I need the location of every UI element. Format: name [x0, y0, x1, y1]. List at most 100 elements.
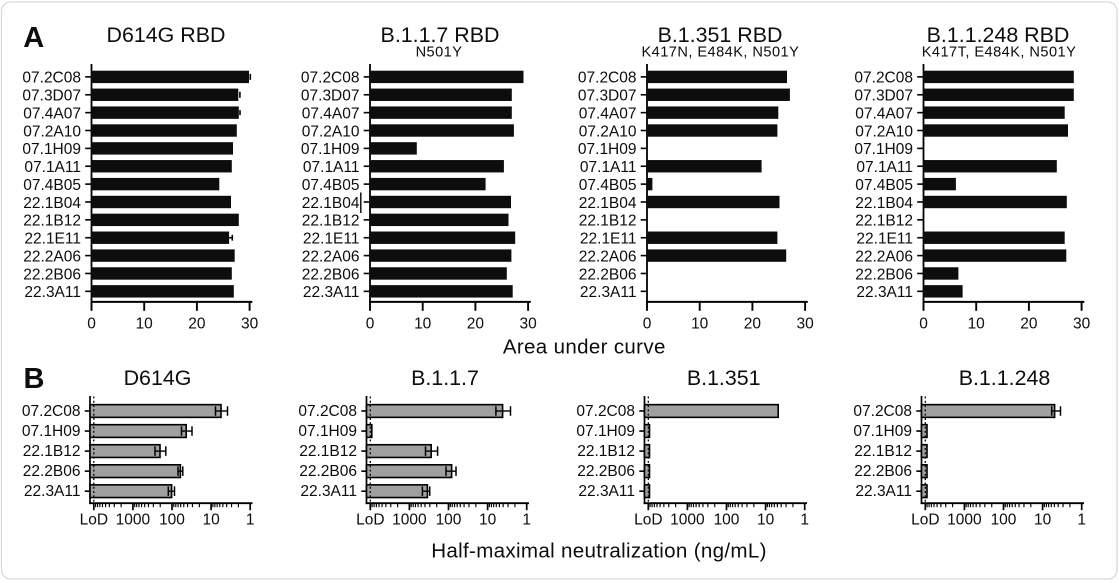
svg-text:30: 30	[519, 316, 537, 333]
svg-text:07.4A07: 07.4A07	[579, 105, 637, 122]
svg-text:LoD: LoD	[634, 511, 662, 528]
svg-text:07.1H09: 07.1H09	[22, 141, 81, 158]
svg-text:10: 10	[202, 511, 220, 528]
svg-text:22.3A11: 22.3A11	[855, 483, 912, 500]
svg-text:07.1H09: 07.1H09	[578, 141, 637, 158]
svg-text:A: A	[23, 22, 44, 54]
svg-text:K417T, E484K, N501Y: K417T, E484K, N501Y	[922, 45, 1077, 61]
svg-text:D614G RBD: D614G RBD	[107, 23, 226, 47]
svg-text:22.1B04: 22.1B04	[23, 195, 81, 212]
svg-text:07.1H09: 07.1H09	[853, 423, 912, 440]
svg-text:1: 1	[800, 511, 809, 528]
svg-text:0: 0	[919, 316, 928, 333]
svg-text:0: 0	[366, 316, 375, 333]
svg-text:07.1H09: 07.1H09	[854, 141, 913, 158]
svg-text:Area under curve: Area under curve	[503, 335, 666, 358]
svg-text:07.2A10: 07.2A10	[302, 123, 360, 140]
svg-text:07.1A11: 07.1A11	[856, 159, 913, 176]
svg-text:1000: 1000	[947, 511, 982, 528]
svg-text:07.1H09: 07.1H09	[298, 423, 357, 440]
svg-text:22.1B12: 22.1B12	[299, 443, 357, 460]
svg-text:07.1H09: 07.1H09	[576, 423, 635, 440]
svg-text:100: 100	[991, 511, 1017, 528]
svg-text:B.1.1.7 RBD: B.1.1.7 RBD	[381, 23, 500, 47]
svg-text:22.1B04: 22.1B04	[302, 195, 360, 212]
svg-text:22.2B06: 22.2B06	[299, 463, 357, 480]
svg-text:22.1E11: 22.1E11	[303, 231, 360, 248]
svg-text:22.3A11: 22.3A11	[24, 483, 81, 500]
svg-text:D614G: D614G	[124, 366, 192, 390]
svg-text:30: 30	[796, 316, 814, 333]
svg-text:10: 10	[968, 316, 986, 333]
svg-text:LoD: LoD	[80, 511, 108, 528]
svg-text:B.1.1.7: B.1.1.7	[411, 366, 479, 390]
svg-text:22.1B12: 22.1B12	[302, 213, 360, 230]
svg-text:B.1.351 RBD: B.1.351 RBD	[658, 23, 783, 47]
svg-text:07.1H09: 07.1H09	[301, 141, 360, 158]
svg-text:22.2A06: 22.2A06	[23, 248, 81, 265]
svg-text:07.3D07: 07.3D07	[22, 88, 81, 105]
svg-text:22.2A06: 22.2A06	[302, 248, 360, 265]
svg-text:20: 20	[467, 316, 485, 333]
svg-text:22.1B12: 22.1B12	[23, 443, 81, 460]
svg-text:07.4A07: 07.4A07	[302, 105, 360, 122]
svg-text:1000: 1000	[392, 511, 427, 528]
svg-text:20: 20	[744, 316, 762, 333]
svg-text:22.3A11: 22.3A11	[856, 284, 913, 301]
svg-text:B.1.351: B.1.351	[687, 366, 761, 390]
svg-text:07.4B05: 07.4B05	[855, 177, 913, 194]
svg-text:07.3D07: 07.3D07	[301, 88, 360, 105]
svg-text:22.1B12: 22.1B12	[23, 213, 81, 230]
svg-text:22.3A11: 22.3A11	[300, 483, 357, 500]
svg-text:30: 30	[241, 316, 259, 333]
svg-text:0: 0	[643, 316, 652, 333]
svg-text:22.2B06: 22.2B06	[854, 463, 912, 480]
svg-text:07.2C08: 07.2C08	[22, 70, 81, 87]
svg-text:07.4B05: 07.4B05	[579, 177, 637, 194]
svg-text:0: 0	[87, 316, 96, 333]
svg-text:22.3A11: 22.3A11	[303, 284, 360, 301]
svg-text:LoD: LoD	[356, 511, 384, 528]
svg-text:07.2A10: 07.2A10	[23, 123, 81, 140]
svg-text:22.1B12: 22.1B12	[579, 213, 637, 230]
svg-text:22.3A11: 22.3A11	[578, 483, 635, 500]
svg-text:22.1B04: 22.1B04	[855, 195, 913, 212]
svg-text:22.1E11: 22.1E11	[580, 231, 637, 248]
svg-text:B.1.1.248 RBD: B.1.1.248 RBD	[927, 23, 1070, 47]
svg-text:07.1H09: 07.1H09	[22, 423, 81, 440]
svg-text:20: 20	[188, 316, 206, 333]
svg-text:10: 10	[414, 316, 432, 333]
svg-text:22.1B12: 22.1B12	[855, 213, 913, 230]
svg-text:1000: 1000	[670, 511, 705, 528]
svg-text:10: 10	[691, 316, 709, 333]
svg-text:1000: 1000	[116, 511, 151, 528]
svg-text:07.2C08: 07.2C08	[576, 403, 635, 420]
svg-text:07.1A11: 07.1A11	[303, 159, 360, 176]
svg-text:30: 30	[1073, 316, 1091, 333]
svg-text:22.2A06: 22.2A06	[855, 248, 913, 265]
svg-text:22.1B12: 22.1B12	[854, 443, 912, 460]
svg-text:22.2B06: 22.2B06	[577, 463, 635, 480]
svg-text:07.2A10: 07.2A10	[579, 123, 637, 140]
svg-text:22.2B06: 22.2B06	[23, 463, 81, 480]
svg-text:22.2B06: 22.2B06	[579, 266, 637, 283]
svg-text:07.4B05: 07.4B05	[23, 177, 81, 194]
svg-text:10: 10	[757, 511, 775, 528]
svg-text:07.2C08: 07.2C08	[298, 403, 357, 420]
svg-text:07.2C08: 07.2C08	[578, 70, 637, 87]
svg-text:10: 10	[136, 316, 154, 333]
svg-text:1: 1	[522, 511, 531, 528]
svg-text:22.1B12: 22.1B12	[577, 443, 635, 460]
svg-text:07.4A07: 07.4A07	[855, 105, 913, 122]
svg-text:20: 20	[1020, 316, 1038, 333]
svg-text:07.1A11: 07.1A11	[24, 159, 81, 176]
svg-text:22.2B06: 22.2B06	[855, 266, 913, 283]
svg-text:22.2B06: 22.2B06	[302, 266, 360, 283]
svg-text:1: 1	[246, 511, 255, 528]
svg-text:Half-maximal neutralization (n: Half-maximal neutralization (ng/mL)	[431, 539, 767, 562]
svg-text:22.3A11: 22.3A11	[24, 284, 81, 301]
svg-text:07.2C08: 07.2C08	[22, 403, 81, 420]
svg-text:22.1E11: 22.1E11	[856, 231, 913, 248]
svg-text:22.3A11: 22.3A11	[580, 284, 637, 301]
svg-text:10: 10	[479, 511, 497, 528]
